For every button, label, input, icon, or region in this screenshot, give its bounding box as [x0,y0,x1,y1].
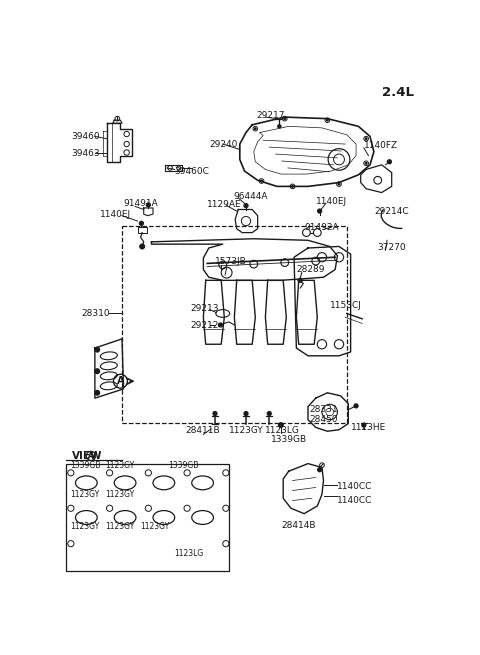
Text: 1123GY: 1123GY [105,490,134,499]
Text: 1140FZ: 1140FZ [364,141,398,150]
Circle shape [365,162,367,164]
Circle shape [278,125,281,128]
Text: 1140CC: 1140CC [337,496,373,505]
Text: 1153CJ: 1153CJ [330,301,361,310]
Text: 1573JB: 1573JB [215,257,247,267]
Text: 39460C: 39460C [175,166,210,176]
Text: 1123GY: 1123GY [105,522,134,531]
Circle shape [292,185,293,187]
Text: 1339GB: 1339GB [70,461,100,470]
Circle shape [387,160,391,164]
Text: 91492A: 91492A [304,223,339,232]
Text: 96444A: 96444A [234,192,268,201]
Text: 1140CC: 1140CC [337,482,373,491]
Circle shape [140,244,144,249]
Text: 1123LG: 1123LG [175,549,204,558]
Circle shape [95,347,99,352]
Text: 39463: 39463 [71,149,99,158]
Text: 28331: 28331 [310,405,338,414]
Text: 1140EJ: 1140EJ [100,210,132,219]
Text: VIEW: VIEW [72,451,102,461]
Circle shape [298,278,302,282]
Text: 29217: 29217 [256,111,285,120]
Text: 28450: 28450 [310,415,338,424]
Text: 1339GB: 1339GB [168,461,199,470]
Circle shape [354,404,358,408]
Circle shape [254,128,256,130]
Text: 1140EJ: 1140EJ [316,197,347,206]
Circle shape [244,204,248,208]
Text: 39460: 39460 [71,132,99,141]
Text: 1123GY: 1123GY [140,522,169,531]
Text: 2.4L: 2.4L [382,86,414,99]
Text: 29212: 29212 [190,320,218,329]
Text: 37270: 37270 [378,244,407,252]
Text: 28289: 28289 [296,265,325,274]
Circle shape [244,411,248,415]
Text: 29240: 29240 [210,140,238,149]
Circle shape [365,138,367,140]
Circle shape [362,423,366,427]
Text: 29213: 29213 [190,303,219,312]
Text: 1339GB: 1339GB [271,435,307,444]
Text: A: A [88,451,94,460]
Circle shape [284,118,286,119]
Text: 1123LG: 1123LG [265,426,300,435]
Text: 28310: 28310 [81,309,109,318]
Text: 1123GY: 1123GY [105,461,134,470]
Text: 91491A: 91491A [123,199,158,208]
Circle shape [95,369,99,373]
Text: 28414B: 28414B [281,521,315,530]
Text: A: A [117,376,124,386]
Circle shape [218,323,222,327]
Circle shape [139,221,144,225]
Circle shape [318,468,322,472]
Circle shape [267,411,271,415]
Circle shape [278,422,283,428]
Text: 1123GY: 1123GY [70,522,99,531]
Circle shape [146,203,150,207]
Text: 1129AE: 1129AE [207,200,242,208]
Circle shape [213,411,217,415]
Circle shape [261,180,262,182]
Text: 28411B: 28411B [186,426,220,435]
Text: 1123HE: 1123HE [351,423,387,432]
Circle shape [338,183,340,185]
Text: 1123GY: 1123GY [229,426,264,435]
Bar [66,464,229,571]
Bar [122,227,347,422]
Circle shape [326,119,328,121]
Circle shape [95,390,99,395]
Text: 29214C: 29214C [375,208,409,216]
Circle shape [318,209,322,213]
Text: 1123GY: 1123GY [70,490,99,499]
